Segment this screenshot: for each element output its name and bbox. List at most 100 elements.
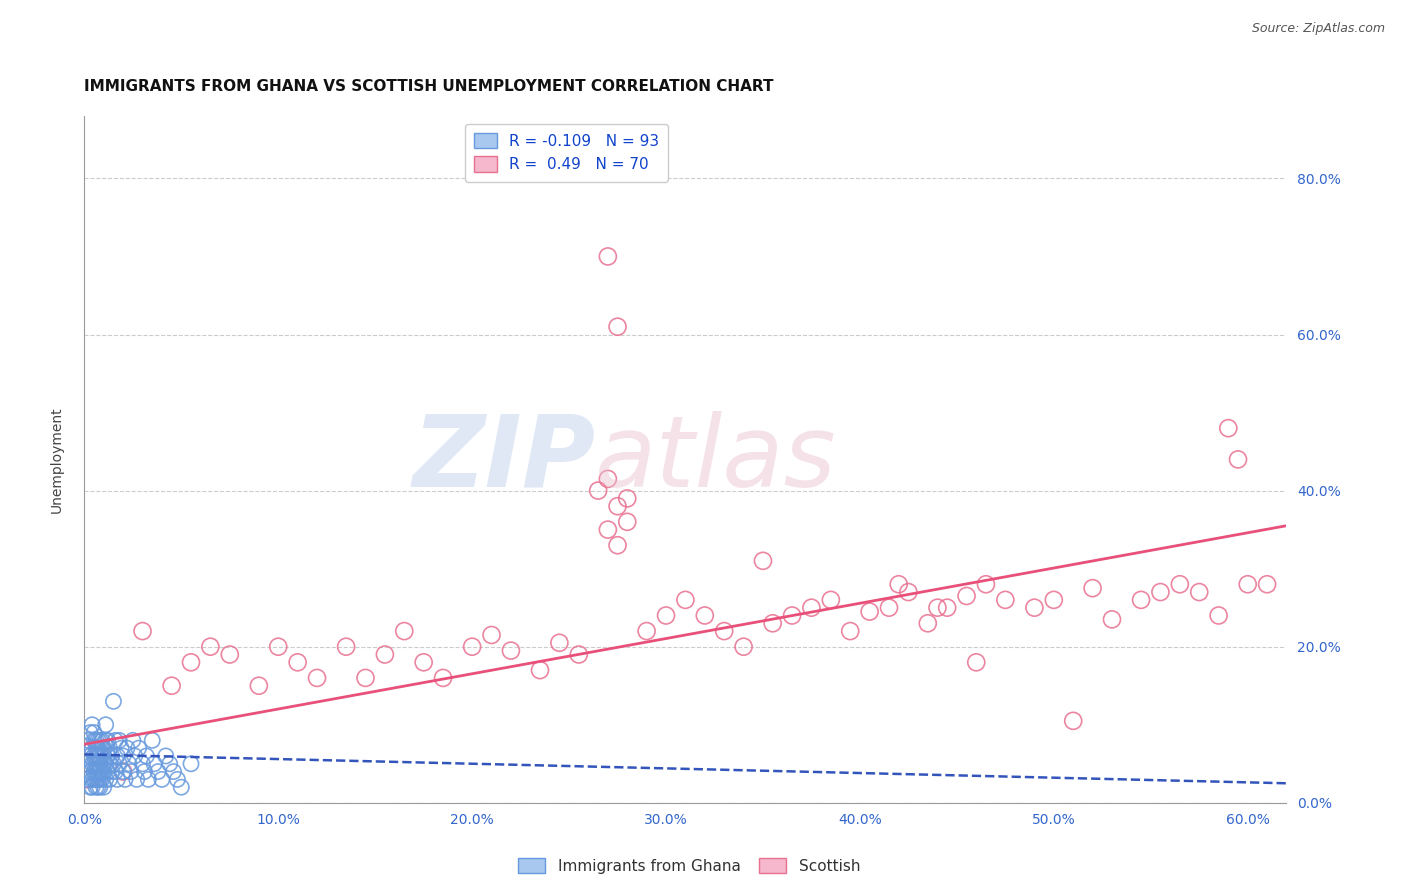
Point (114, 772, 136, 787)
Point (94, 733, 117, 747)
Point (1130, 592, 1153, 607)
Point (762, 616, 785, 631)
Point (98, 756, 121, 771)
Point (800, 600, 823, 615)
Point (180, 655, 202, 669)
Point (432, 671, 454, 685)
Point (616, 491, 638, 506)
Point (1062, 714, 1084, 728)
Point (616, 515, 638, 529)
Point (655, 608, 678, 623)
Point (79, 725, 101, 739)
Point (596, 472, 619, 486)
Point (103, 756, 125, 771)
Point (927, 600, 949, 615)
Point (83, 725, 105, 739)
Point (529, 663, 551, 677)
Point (155, 749, 177, 764)
Point (84, 749, 107, 764)
Point (218, 648, 240, 662)
Point (128, 741, 150, 756)
Point (1168, 577, 1191, 591)
Point (98, 772, 121, 787)
Point (89, 733, 111, 747)
Point (82, 756, 104, 771)
Point (87, 756, 110, 771)
Point (568, 648, 591, 662)
Point (143, 756, 166, 771)
Point (675, 592, 697, 607)
Point (354, 671, 377, 685)
Point (77, 772, 100, 787)
Point (596, 523, 619, 537)
Point (877, 600, 900, 615)
Point (752, 554, 775, 568)
Point (887, 577, 910, 591)
Point (84, 741, 107, 756)
Point (138, 772, 160, 787)
Point (586, 483, 609, 498)
Point (994, 592, 1017, 607)
Point (1236, 577, 1258, 591)
Point (150, 772, 173, 787)
Point (112, 749, 135, 764)
Point (305, 671, 328, 685)
Point (1024, 600, 1046, 615)
Point (108, 733, 131, 747)
Point (87, 764, 110, 779)
Point (100, 749, 122, 764)
Point (82, 772, 104, 787)
Point (105, 749, 128, 764)
Point (89, 772, 111, 787)
Point (84, 772, 107, 787)
Point (374, 648, 396, 662)
Point (112, 764, 135, 779)
Point (839, 624, 862, 639)
Point (135, 749, 157, 764)
Point (89, 780, 111, 794)
Point (1208, 608, 1230, 623)
Point (955, 589, 977, 603)
Point (606, 500, 628, 514)
Legend: R = -0.109   N = 93, R =  0.49   N = 70: R = -0.109 N = 93, R = 0.49 N = 70 (464, 124, 668, 182)
Point (93, 756, 115, 771)
Point (596, 250, 619, 264)
Point (287, 655, 309, 669)
Point (936, 600, 959, 615)
Point (965, 655, 987, 669)
Point (121, 733, 143, 747)
Point (141, 733, 163, 747)
Point (108, 756, 131, 771)
Point (713, 624, 735, 639)
Point (83, 772, 105, 787)
Point (162, 764, 184, 779)
Point (87, 772, 110, 787)
Point (170, 780, 193, 794)
Point (97, 749, 120, 764)
Point (1227, 452, 1250, 467)
Point (112, 764, 135, 779)
Point (693, 608, 716, 623)
Point (93, 741, 115, 756)
Point (84, 733, 107, 747)
Point (83, 764, 105, 779)
Point (412, 655, 434, 669)
Point (115, 741, 138, 756)
Point (131, 624, 153, 639)
Point (87, 780, 110, 794)
Point (335, 640, 357, 654)
Point (93, 749, 115, 764)
Point (110, 741, 132, 756)
Point (83, 733, 105, 747)
Point (636, 624, 658, 639)
Point (499, 643, 522, 657)
Point (917, 616, 939, 631)
Point (97, 733, 120, 747)
Point (146, 764, 169, 779)
Point (120, 764, 142, 779)
Point (267, 640, 290, 654)
Point (87, 741, 110, 756)
Text: Source: ZipAtlas.com: Source: ZipAtlas.com (1251, 22, 1385, 36)
Point (93, 780, 115, 794)
Point (75, 756, 97, 771)
